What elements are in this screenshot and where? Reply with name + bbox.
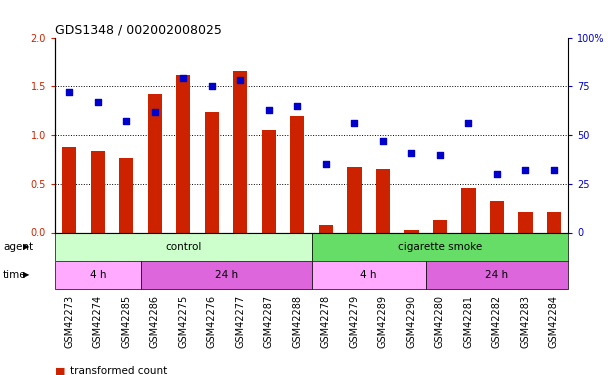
Bar (461, 188, 475, 232)
Bar (290, 116, 304, 232)
Text: ▶: ▶ (23, 242, 30, 251)
Bar (404, 230, 419, 232)
Point (122, 118, 131, 124)
Bar (205, 112, 219, 232)
Text: 4 h: 4 h (89, 270, 106, 280)
Bar (55, 232, 312, 261)
Bar (376, 169, 390, 232)
Bar (518, 212, 533, 232)
Point (178, 75, 188, 81)
Text: transformed count: transformed count (70, 366, 167, 375)
Bar (433, 220, 447, 232)
Bar (490, 201, 504, 232)
Text: 4 h: 4 h (360, 270, 377, 280)
Text: GDS1348 / 002002008025: GDS1348 / 002002008025 (55, 23, 222, 36)
Bar (233, 70, 247, 232)
Text: control: control (165, 242, 202, 252)
Point (464, 120, 474, 126)
Point (150, 109, 159, 115)
Bar (319, 225, 333, 232)
Point (492, 171, 502, 177)
Bar (62, 147, 76, 232)
Bar (347, 167, 362, 232)
Point (293, 103, 302, 109)
Point (521, 167, 530, 173)
Bar (262, 130, 276, 232)
Text: ▶: ▶ (23, 270, 30, 279)
Point (235, 77, 245, 83)
Text: 24 h: 24 h (485, 270, 508, 280)
Bar (426, 261, 568, 289)
Bar (90, 151, 105, 232)
Point (264, 106, 274, 112)
Bar (547, 212, 561, 232)
Point (321, 161, 331, 167)
Point (435, 152, 445, 157)
Text: cigarette smoke: cigarette smoke (398, 242, 482, 252)
Point (349, 120, 359, 126)
Point (207, 83, 217, 89)
Text: time: time (3, 270, 27, 280)
Bar (176, 75, 191, 232)
Text: agent: agent (3, 242, 33, 252)
Point (406, 150, 416, 156)
Bar (119, 158, 133, 232)
Bar (141, 261, 312, 289)
Point (549, 167, 559, 173)
Text: 24 h: 24 h (214, 270, 238, 280)
Point (378, 138, 388, 144)
Bar (312, 232, 568, 261)
Bar (55, 261, 141, 289)
Bar (312, 261, 426, 289)
Point (64, 89, 74, 95)
Bar (148, 94, 162, 232)
Text: ■: ■ (55, 366, 65, 375)
Point (93, 99, 103, 105)
